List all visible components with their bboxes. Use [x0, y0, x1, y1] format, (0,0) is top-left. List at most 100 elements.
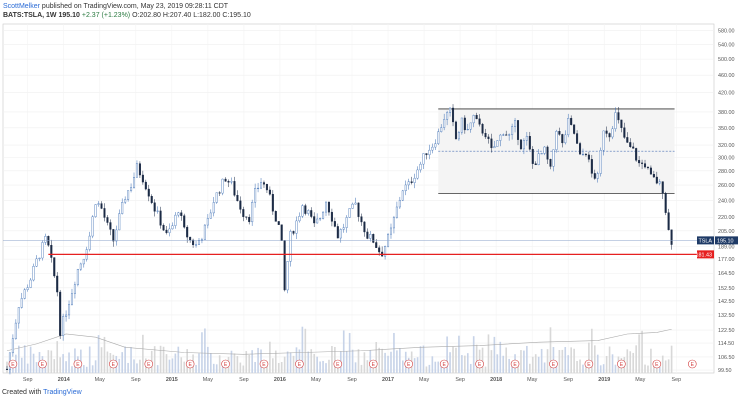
- time-axis[interactable]: Sep 2014 May Sep 2015 May Sep 2016 May Sep 2017 May…: [23, 377, 681, 383]
- price-axis[interactable]: 99.50 106.50 114.50 122.50 132.50 142.50 152.5…: [718, 29, 735, 375]
- candle-body: [502, 134, 505, 136]
- volume-bar: [316, 356, 318, 373]
- candle-body: [195, 244, 198, 246]
- candle-body: [82, 258, 85, 265]
- volume-bar: [596, 354, 599, 373]
- candle-body: [307, 210, 310, 214]
- time-tick-label: 2018: [490, 377, 502, 383]
- candle-body: [348, 208, 351, 218]
- earnings-icon: [475, 359, 484, 369]
- volume-bar: [130, 347, 132, 373]
- volume-bar: [602, 364, 605, 373]
- volume-bar: [328, 359, 330, 373]
- candle-body: [271, 193, 274, 212]
- earnings-label: E: [587, 362, 591, 368]
- earnings-icon: [333, 359, 343, 369]
- candle-body: [475, 115, 478, 120]
- candle-body: [590, 159, 593, 174]
- candle-body: [73, 284, 76, 294]
- publish-info: published on TradingView.com, May 23, 20…: [41, 3, 229, 10]
- volume-bar: [593, 345, 596, 373]
- candle-body: [17, 307, 20, 324]
- earnings-icon: [584, 359, 594, 369]
- volume-bar: [384, 352, 386, 373]
- candle-body: [375, 242, 378, 248]
- price-tick-label: 177.00: [718, 257, 735, 263]
- candle-body: [192, 239, 195, 246]
- volume-bar: [431, 356, 434, 373]
- earnings-label: E: [552, 362, 556, 368]
- volume-bar: [487, 334, 490, 373]
- volume-bar: [97, 335, 100, 373]
- volume-bar: [396, 350, 398, 373]
- candle-body: [88, 235, 91, 250]
- candle-body: [605, 130, 608, 134]
- candle-body: [91, 216, 94, 237]
- candle-body: [65, 314, 68, 317]
- volume-bar: [56, 341, 59, 373]
- volume-bar: [635, 345, 637, 373]
- candle-body: [106, 217, 109, 223]
- volume-bar: [452, 346, 454, 373]
- candle-body: [522, 140, 525, 150]
- volume-bar: [508, 358, 510, 373]
- tradingview-logo-text[interactable]: TradingView: [43, 389, 82, 396]
- volume-bar: [582, 364, 584, 373]
- candle-body: [460, 117, 463, 133]
- candle-body: [265, 184, 268, 191]
- earnings-icon: [549, 359, 558, 369]
- candle-body: [245, 216, 248, 218]
- volume-bar: [375, 341, 378, 373]
- candle-body: [576, 133, 579, 144]
- candle-body: [496, 140, 499, 147]
- candle-body: [452, 107, 455, 123]
- candle-body: [38, 257, 41, 260]
- candle-body: [11, 338, 14, 354]
- candle-body: [215, 192, 218, 203]
- candle-body: [336, 226, 339, 239]
- price-tick-label: 540.00: [718, 42, 735, 48]
- earnings-label: E: [372, 362, 376, 368]
- candle-body: [32, 266, 35, 281]
- earnings-icon: [259, 359, 269, 369]
- candle-body: [511, 126, 514, 135]
- candle-body: [481, 124, 484, 134]
- candle-body: [53, 257, 56, 277]
- candle-body: [454, 121, 457, 140]
- candle-body: [363, 221, 366, 233]
- price-tick-label: 460.00: [718, 73, 735, 79]
- candle-body: [469, 122, 472, 130]
- candle-body: [499, 134, 502, 141]
- candle-body: [277, 221, 280, 225]
- candle-body: [360, 216, 363, 223]
- candle-body: [540, 153, 543, 155]
- volume-bar: [466, 353, 469, 373]
- candle-body: [316, 218, 319, 224]
- candle-body: [378, 247, 381, 253]
- volume-bar: [549, 327, 552, 373]
- volume-bar: [428, 364, 431, 373]
- candle-body: [79, 263, 82, 270]
- candle-body: [124, 199, 127, 203]
- volume-bar: [543, 362, 546, 373]
- author-link[interactable]: ScottMelker: [3, 3, 40, 10]
- candle-body: [180, 212, 183, 216]
- candle-body: [369, 234, 372, 239]
- candle-body: [118, 213, 121, 231]
- volume-bar: [94, 360, 97, 373]
- volume-bar: [449, 352, 451, 373]
- volume-bar: [136, 363, 138, 373]
- candle-body: [587, 154, 590, 160]
- candle-body: [422, 153, 425, 165]
- volume-bar: [523, 350, 525, 373]
- candle-body: [599, 150, 602, 174]
- volume-bar: [357, 349, 360, 373]
- candle-body: [487, 136, 490, 140]
- candle-body: [342, 227, 345, 230]
- volume-bar: [286, 351, 289, 373]
- candle-body: [434, 143, 437, 148]
- candle-body: [366, 231, 369, 239]
- candle-body: [614, 112, 617, 130]
- candle-body: [407, 181, 410, 186]
